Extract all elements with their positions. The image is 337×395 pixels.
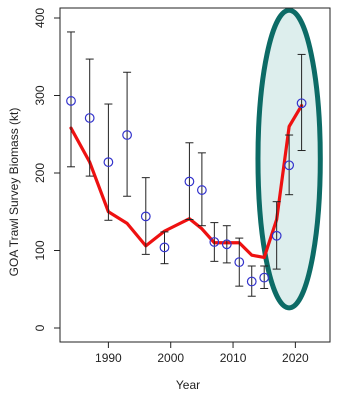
marks-layer [66,31,307,297]
x-tick-label: 2020 [282,351,309,365]
data-point-group [284,134,295,196]
data-point [259,272,270,283]
data-point [66,96,76,106]
data-point-group [159,231,170,265]
data-point [103,157,114,168]
data-point-group [271,201,282,270]
data-point-group [140,177,151,255]
data-point [284,160,295,171]
y-tick-label: 400 [33,8,47,28]
model-fit-line [69,103,304,260]
y-tick-label: 0 [33,324,47,331]
data-point-group [259,265,270,289]
data-point [84,113,95,123]
data-point-group [84,58,95,177]
data-point [296,98,307,109]
x-axis-title: Year [176,378,200,392]
data-point [209,237,220,247]
data-point-group [184,142,195,220]
data-point-group [221,225,232,264]
data-point-group [122,71,132,197]
data-point [159,242,170,253]
data-point [140,211,151,222]
axes-layer: 1990 2000 2010 2020 0 100 200 300 400 [33,7,331,365]
y-tick-label: 100 [33,240,47,260]
data-point [234,257,245,268]
data-point [221,239,232,250]
data-point-group [296,53,307,152]
plot-frame [59,7,331,343]
data-point-group [196,152,207,227]
data-point-group [209,222,220,262]
data-point [246,276,257,287]
data-point-group [66,31,76,168]
data-point [184,176,195,187]
y-axis-title: GOA Trawl Survey Biomass (kt) [7,108,21,277]
data-point [271,230,282,241]
data-point-group [234,237,245,287]
data-point [122,130,132,140]
x-tick-label: 2000 [157,351,184,365]
data-point [196,185,207,195]
x-tick-label: 1990 [95,351,122,365]
data-point-group [103,103,114,221]
x-tick-label: 2010 [220,351,247,365]
data-point-group [246,265,257,297]
y-tick-label: 300 [33,85,47,105]
y-tick-label: 200 [33,163,47,183]
